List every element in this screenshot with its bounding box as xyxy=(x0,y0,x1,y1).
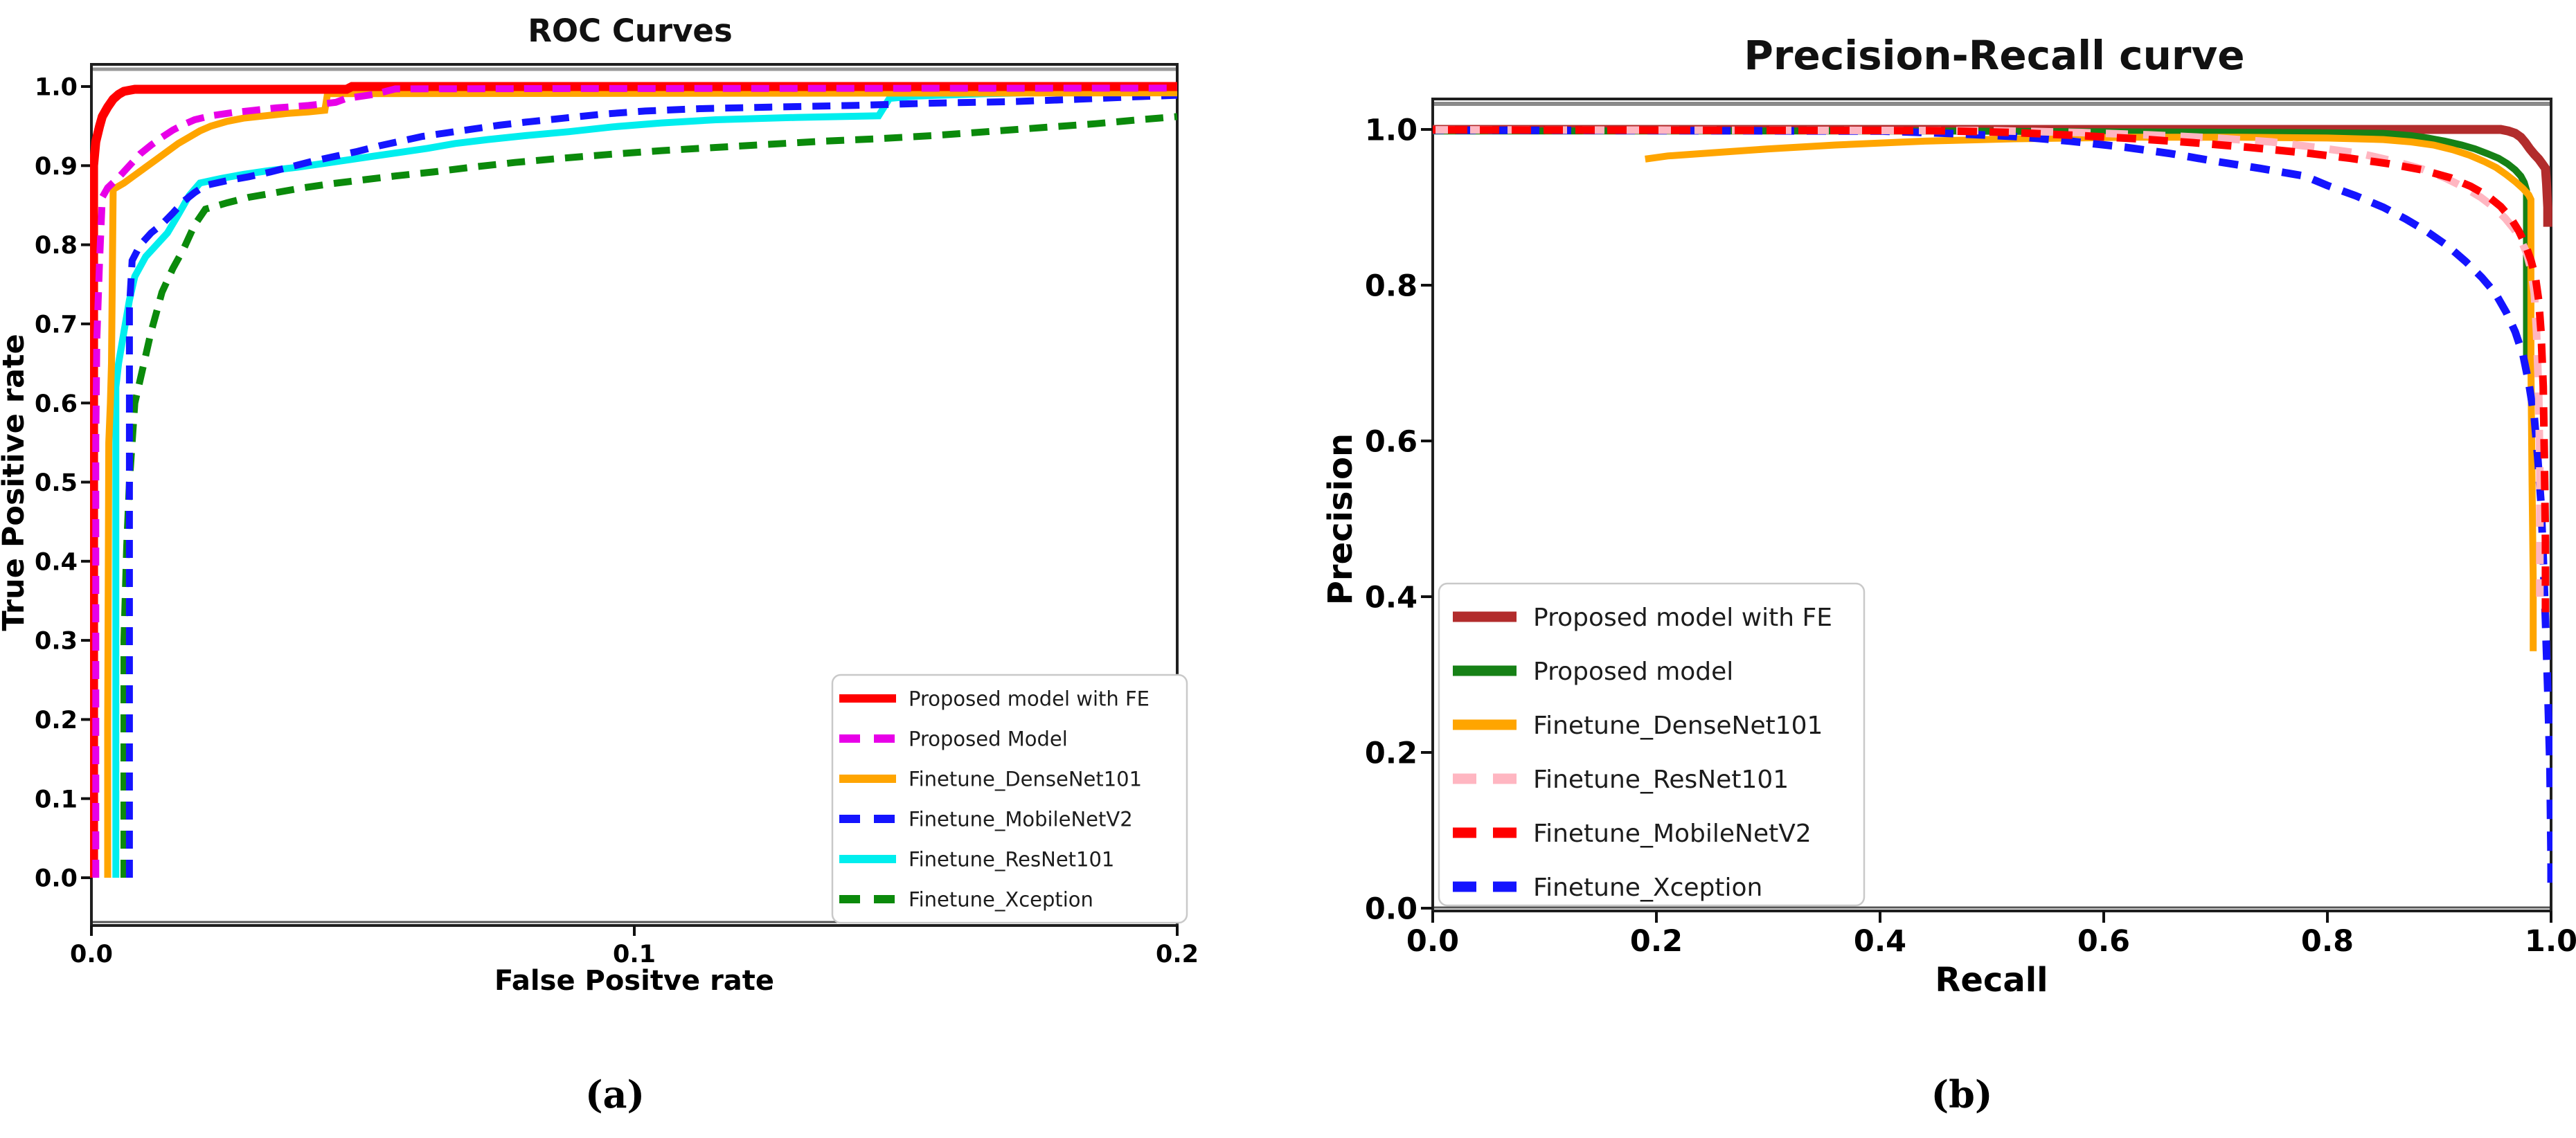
roc-y-tick-label: 0.0 xyxy=(35,865,78,893)
pr-curve-finetune-resnet101 xyxy=(1432,126,2544,597)
roc-x-tick-label: 0.1 xyxy=(613,941,656,968)
roc-legend-label-finetune-densenet101: Finetune_DenseNet101 xyxy=(909,767,1142,791)
roc-y-tick-label: 0.8 xyxy=(35,232,78,260)
roc-curve-proposed-model-with-fe xyxy=(90,82,1177,878)
pr-legend: Proposed model with FE Proposed model Fine… xyxy=(1438,582,1866,907)
roc-legend-label-proposed-model-with-fe: Proposed model with FE xyxy=(909,687,1150,710)
roc-y-tick-label: 1.0 xyxy=(35,74,78,102)
roc-yaxis-label: True Positive rate xyxy=(0,334,31,631)
pr-legend-label-finetune-mobilenetv2: Finetune_MobileNetV2 xyxy=(1533,820,1812,848)
pr-curve-finetune-densenet101 xyxy=(1645,134,2537,651)
pr-yaxis-label: Precision xyxy=(1321,433,1360,605)
pr-title: Precision-Recall curve xyxy=(1744,32,2244,79)
pr-curve-finetune-mobilenetv2 xyxy=(1432,126,2550,613)
pr-y-tick-label: 0.4 xyxy=(1365,580,1417,615)
pr-y-tick-label: 0.2 xyxy=(1365,736,1417,770)
pr-legend-label-finetune-xception: Finetune_Xception xyxy=(1533,874,1762,902)
roc-y-tick-label: 0.3 xyxy=(35,628,78,656)
pr-legend-label-finetune-resnet101: Finetune_ResNet101 xyxy=(1533,766,1789,794)
roc-axes: 0.0 0.1 0.2 0.0 0.1 0.2 0.3 0.4 0.5 0.6 0.7 0.8 0.9 1… xyxy=(35,63,1199,968)
pr-legend-label-proposed-model: Proposed model xyxy=(1533,658,1733,686)
roc-legend-label-finetune-resnet101: Finetune_ResNet101 xyxy=(909,847,1114,871)
pr-series xyxy=(1432,125,2552,893)
roc-curve-finetune-xception xyxy=(120,113,1178,878)
roc-legend-label-proposed-model: Proposed Model xyxy=(909,727,1068,750)
pr-xaxis-label: Recall xyxy=(1935,961,2048,1000)
pr-legend-label-finetune-densenet101: Finetune_DenseNet101 xyxy=(1533,712,1823,740)
roc-curve-finetune-resnet101 xyxy=(112,87,1178,878)
roc-y-tick-label: 0.6 xyxy=(35,390,78,418)
pr-y-tick-label: 1.0 xyxy=(1365,113,1417,147)
roc-y-tick-label: 0.2 xyxy=(35,707,78,734)
pr-y-tick-label: 0.0 xyxy=(1365,892,1417,926)
pr-curve-proposed-model-with-fe xyxy=(1433,125,2552,227)
roc-legend: Proposed model with FE Proposed Model Fine… xyxy=(831,674,1188,924)
pr-x-tick-label: 0.2 xyxy=(1630,924,1683,959)
pr-x-tick-label: 0.0 xyxy=(1406,924,1459,959)
roc-curve-finetune-mobilenetv2 xyxy=(125,91,1178,878)
pr-y-tick-label: 0.8 xyxy=(1365,269,1417,303)
roc-chart: 0.0 0.1 0.2 0.0 0.1 0.2 0.3 0.4 0.5 0.6 0.7 0.8 0.9 1… xyxy=(0,12,1199,1117)
pr-curve-proposed-model xyxy=(1433,127,2530,363)
pr-x-tick-label: 0.8 xyxy=(2301,924,2354,959)
roc-curve-finetune-densenet101 xyxy=(104,89,1178,878)
roc-y-tick-label: 0.5 xyxy=(35,469,78,497)
pr-x-tick-label: 0.4 xyxy=(1854,924,1906,959)
roc-xaxis-label: False Positve rate xyxy=(494,965,774,997)
roc-x-tick-label: 0.2 xyxy=(1156,941,1199,968)
roc-legend-label-finetune-mobilenetv2: Finetune_MobileNetV2 xyxy=(909,807,1133,831)
caption-b: (b) xyxy=(1931,1072,1993,1117)
roc-y-tick-label: 0.7 xyxy=(35,311,78,339)
pr-chart: 0.0 0.2 0.4 0.6 0.8 1.0 0.0 0.2 0.4 0.6 0.8 1.0 Pro… xyxy=(1321,32,2576,1117)
pr-legend-label-proposed-model-with-fe: Proposed model with FE xyxy=(1533,604,1832,632)
caption-a: (a) xyxy=(585,1072,645,1117)
roc-title: ROC Curves xyxy=(528,12,733,49)
pr-y-tick-label: 0.6 xyxy=(1365,424,1417,459)
pr-x-tick-label: 1.0 xyxy=(2525,924,2576,959)
pr-legend-box xyxy=(1438,582,1866,907)
roc-legend-label-finetune-xception: Finetune_Xception xyxy=(909,887,1093,911)
roc-legend-box xyxy=(831,674,1188,924)
roc-series xyxy=(90,82,1178,878)
roc-x-tick-label: 0.0 xyxy=(70,941,113,968)
pr-x-tick-label: 0.6 xyxy=(2077,924,2130,959)
roc-y-tick-label: 0.1 xyxy=(35,786,78,813)
roc-y-tick-label: 0.9 xyxy=(35,153,78,181)
roc-y-tick-label: 0.4 xyxy=(35,548,78,576)
